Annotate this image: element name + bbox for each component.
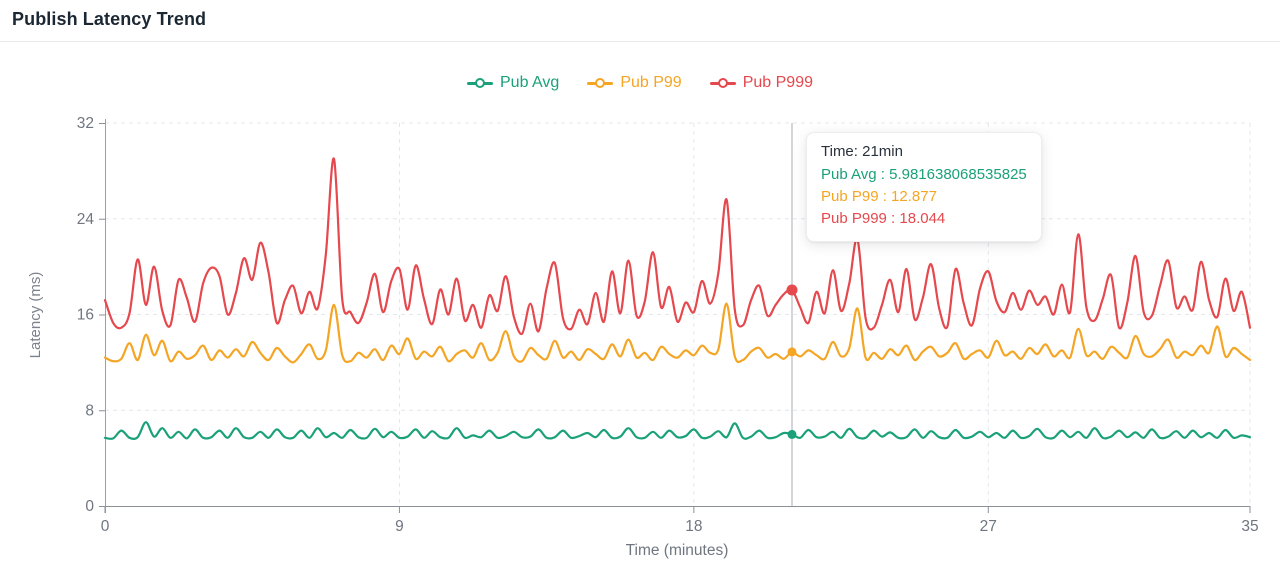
crosshair-point-pub-p99 bbox=[787, 347, 797, 357]
y-tick-label: 0 bbox=[85, 498, 94, 515]
y-tick-label: 24 bbox=[77, 211, 95, 228]
series-line-pub-p999 bbox=[103, 157, 1252, 336]
chart-legend: Pub Avg Pub P99 Pub P999 bbox=[0, 75, 1280, 91]
tooltip-row-pub-p999: Pub P999 : 18.044 bbox=[821, 210, 946, 227]
legend-label: Pub Avg bbox=[500, 74, 560, 91]
tooltip-row-pub-avg: Pub Avg : 5.981638068535825 bbox=[821, 166, 1027, 183]
crosshair-point-pub-p999 bbox=[786, 284, 798, 296]
legend-label: Pub P999 bbox=[742, 74, 813, 91]
line-marker-icon bbox=[467, 78, 493, 88]
series-line-pub-avg bbox=[103, 421, 1252, 440]
chart-tooltip: Time: 21min Pub Avg : 5.981638068535825 … bbox=[806, 132, 1042, 242]
series-line-pub-p99 bbox=[103, 302, 1252, 364]
latency-trend-chart[interactable]: 0 8 16 24 32 0 9 18 27 35 Latency (ms) Time (minu… bbox=[0, 105, 1280, 565]
legend-item-pub-p999[interactable]: Pub P999 bbox=[709, 74, 813, 91]
x-tick-label: 9 bbox=[395, 518, 404, 535]
x-tick-label: 35 bbox=[1241, 518, 1258, 535]
y-tick-label: 32 bbox=[77, 115, 94, 132]
legend-item-pub-p99[interactable]: Pub P99 bbox=[587, 74, 682, 91]
y-tick-label: 16 bbox=[77, 307, 94, 324]
page-title: Publish Latency Trend bbox=[12, 9, 207, 29]
y-tick-label: 8 bbox=[85, 402, 94, 419]
y-axis-title: Latency (ms) bbox=[27, 272, 44, 359]
x-tick-label: 0 bbox=[101, 518, 110, 535]
x-tick-label: 18 bbox=[685, 518, 702, 535]
panel-header: Publish Latency Trend bbox=[0, 0, 1280, 42]
crosshair-point-pub-avg bbox=[787, 429, 797, 439]
tooltip-row-pub-p99: Pub P99 : 12.877 bbox=[821, 188, 937, 205]
x-axis-title: Time (minutes) bbox=[626, 542, 729, 559]
legend-label: Pub P99 bbox=[620, 74, 682, 91]
line-marker-icon bbox=[587, 78, 614, 88]
tooltip-time-label: Time: 21min bbox=[821, 143, 903, 160]
legend-item-pub-avg[interactable]: Pub Avg bbox=[467, 75, 559, 91]
x-tick-label: 27 bbox=[980, 518, 997, 535]
line-marker-icon bbox=[709, 78, 736, 88]
